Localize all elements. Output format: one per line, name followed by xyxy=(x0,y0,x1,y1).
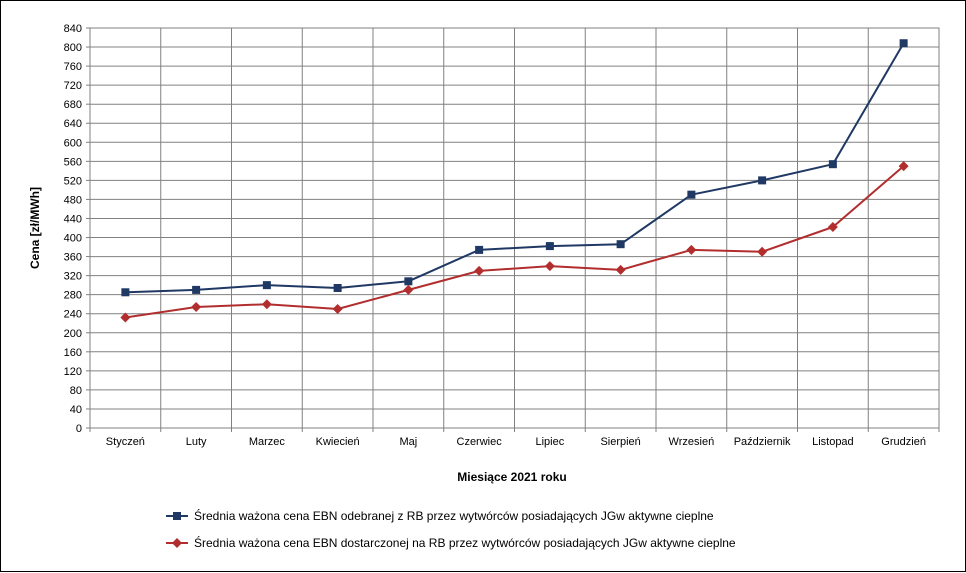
series-2-point-11 xyxy=(827,222,838,233)
x-tick-label-5: Maj xyxy=(400,436,418,448)
series-1-point-4 xyxy=(333,284,342,292)
y-tick-label-640: 640 xyxy=(64,118,82,130)
series-2-point-6 xyxy=(474,265,485,276)
y-tick-label-600: 600 xyxy=(64,137,82,149)
y-tick-label-240: 240 xyxy=(64,309,82,321)
x-tick-label-3: Marzec xyxy=(249,436,286,448)
x-tick-label-12: Grudzień xyxy=(881,436,926,448)
series-1-point-5 xyxy=(404,277,413,286)
y-tick-label-40: 40 xyxy=(70,404,82,416)
series-2-point-12 xyxy=(898,161,909,172)
y-tick-label-800: 800 xyxy=(64,42,82,54)
y-tick-label-160: 160 xyxy=(64,347,82,359)
y-tick-label-200: 200 xyxy=(64,328,82,340)
legend: Średnia ważona cena EBN odebranej z RB p… xyxy=(166,508,736,550)
x-tick-label-6: Czerwiec xyxy=(457,436,503,448)
y-tick-label-560: 560 xyxy=(64,156,82,168)
y-tick-label-840: 840 xyxy=(64,23,82,35)
y-tick-label-320: 320 xyxy=(64,271,82,283)
y-axis-ticks: 0 40 80 120 160 200 240 280 320 360 400 440 480 520 56… xyxy=(64,23,90,435)
y-tick-label-80: 80 xyxy=(70,385,82,397)
x-tick-label-11: Listopad xyxy=(812,436,854,448)
series-1-point-9 xyxy=(687,190,696,199)
x-axis-title: Miesiące 2021 roku xyxy=(457,470,566,484)
series-1-point-6 xyxy=(475,245,484,254)
series-1-point-7 xyxy=(545,242,554,251)
legend-item-series-1: Średnia ważona cena EBN odebranej z RB p… xyxy=(166,508,714,523)
series-1-line xyxy=(125,42,905,294)
y-tick-label-480: 480 xyxy=(64,194,82,206)
x-axis-ticks: Styczeń Luty Marzec Kwiecień Maj Czerwiec Lipi… xyxy=(89,428,940,448)
legend-marker-diamond xyxy=(172,538,182,548)
x-tick-label-1: Styczeń xyxy=(106,436,145,448)
series-1 xyxy=(121,39,908,297)
y-tick-label-400: 400 xyxy=(64,233,82,245)
series-2-line xyxy=(125,165,905,319)
series-2-point-5 xyxy=(403,284,414,295)
y-tick-label-520: 520 xyxy=(64,175,82,187)
vertical-gridlines xyxy=(160,28,869,428)
series-1-point-12 xyxy=(899,39,908,48)
series-2-point-1 xyxy=(120,312,131,323)
y-tick-label-280: 280 xyxy=(64,290,82,302)
y-tick-label-360: 360 xyxy=(64,252,82,264)
x-tick-label-10: Październik xyxy=(734,436,791,448)
series-1-point-1 xyxy=(121,288,130,297)
x-tick-label-2: Luty xyxy=(186,436,207,448)
series-2-point-7 xyxy=(544,261,555,272)
y-tick-label-720: 720 xyxy=(64,80,82,92)
series-2-point-4 xyxy=(332,303,343,314)
series-1-point-2 xyxy=(192,285,201,294)
legend-item-series-2: Średnia ważona cena EBN dostarczonej na … xyxy=(166,535,736,550)
series-2-point-2 xyxy=(191,302,202,313)
x-tick-label-7: Lipiec xyxy=(536,436,565,448)
y-axis-title: Cena [zł/MWh] xyxy=(28,187,42,269)
y-tick-label-440: 440 xyxy=(64,213,82,225)
series-layer xyxy=(120,39,909,323)
x-tick-label-9: Wrzesień xyxy=(669,436,715,448)
legend-marker-square xyxy=(173,512,181,520)
series-1-point-11 xyxy=(828,160,837,169)
series-1-point-8 xyxy=(616,240,625,249)
series-2-point-10 xyxy=(757,246,768,257)
y-tick-label-120: 120 xyxy=(64,366,82,378)
x-tick-label-4: Kwiecień xyxy=(316,436,360,448)
y-tick-label-680: 680 xyxy=(64,99,82,111)
x-tick-label-8: Sierpień xyxy=(600,436,640,448)
series-1-point-10 xyxy=(758,176,767,185)
legend-label-series-2: Średnia ważona cena EBN dostarczonej na … xyxy=(194,535,736,550)
series-2 xyxy=(120,161,909,323)
series-1-point-3 xyxy=(262,281,271,290)
y-tick-label-0: 0 xyxy=(76,423,82,435)
y-tick-label-760: 760 xyxy=(64,61,82,73)
series-2-point-8 xyxy=(615,264,626,275)
legend-label-series-1: Średnia ważona cena EBN odebranej z RB p… xyxy=(194,508,714,523)
series-2-point-3 xyxy=(261,299,272,310)
series-2-point-9 xyxy=(686,244,697,255)
